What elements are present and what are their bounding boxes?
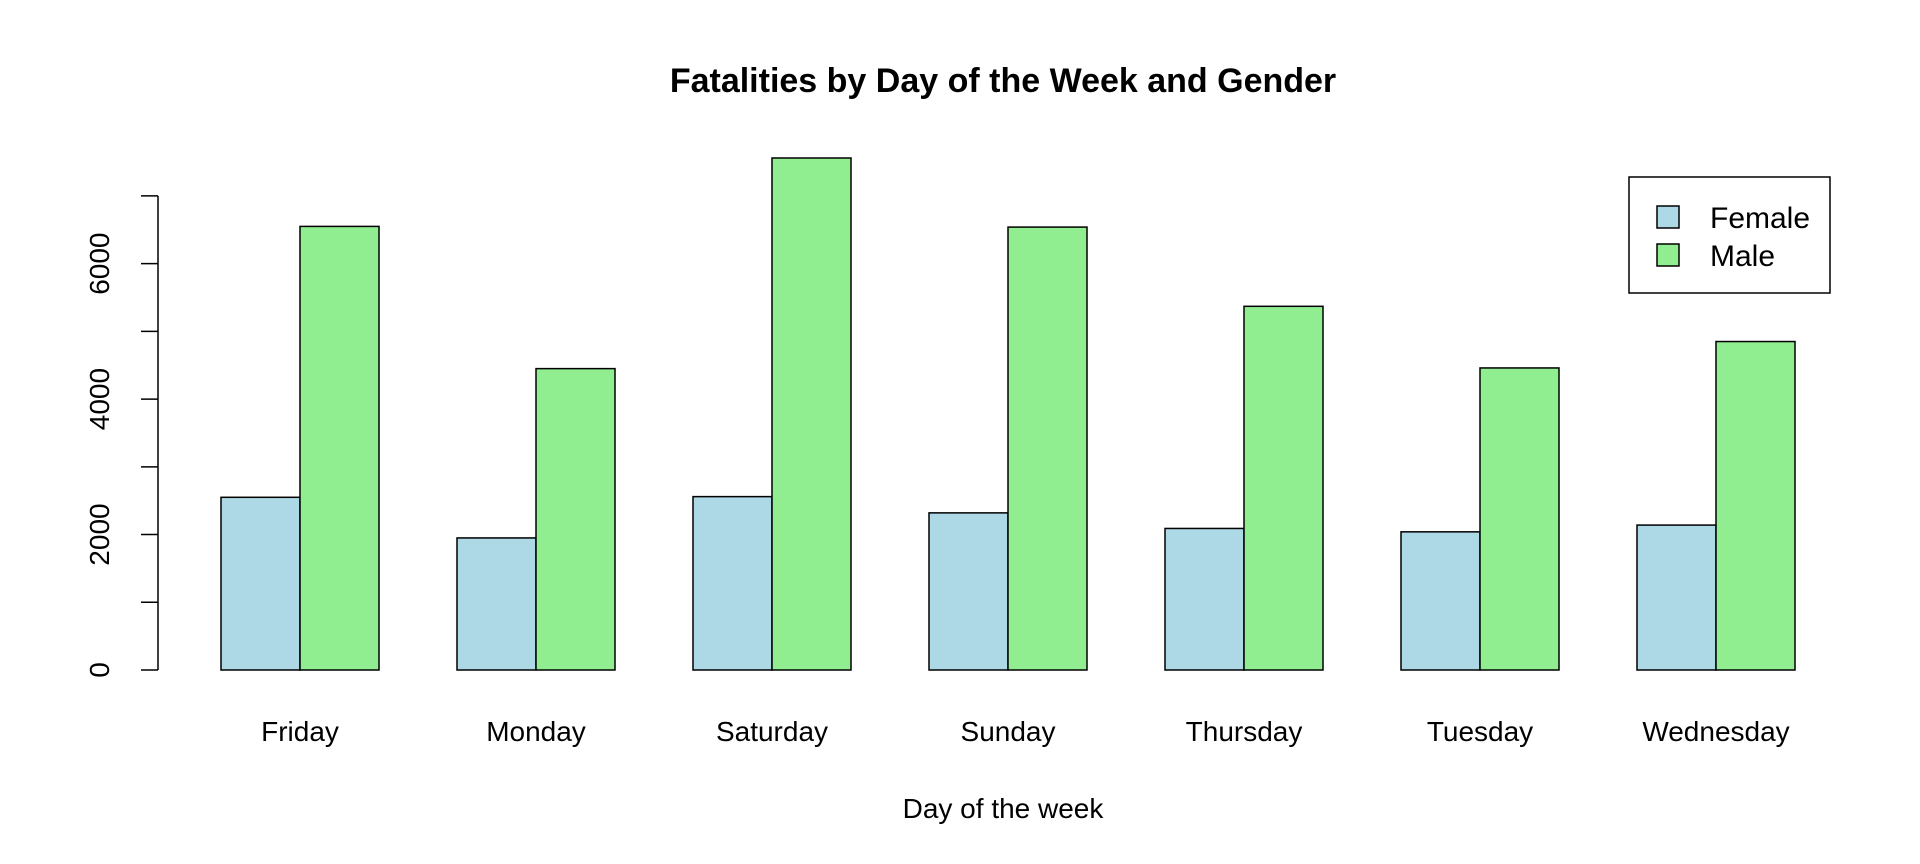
y-tick-label: 2000 (84, 503, 115, 565)
bar-male-wednesday (1715, 340, 1796, 671)
bar-male-monday (535, 367, 616, 671)
bar-female-wednesday (1636, 524, 1717, 671)
y-tick-label: 4000 (84, 368, 115, 430)
bar-female-sunday (928, 512, 1009, 671)
chart-title: Fatalities by Day of the Week and Gender (670, 62, 1336, 100)
legend: Female Male (1628, 176, 1831, 294)
legend-swatch-male (1656, 243, 1680, 267)
y-axis: 0 2000 4000 6000 (84, 195, 159, 678)
x-tick-label: Sunday (961, 716, 1056, 747)
x-tick-label: Wednesday (1642, 716, 1789, 747)
x-axis-label: Day of the week (903, 793, 1105, 824)
legend-swatch-female (1656, 205, 1680, 229)
bar-female-monday (456, 537, 537, 671)
bar-female-thursday (1164, 527, 1245, 671)
bar-male-sunday (1007, 226, 1088, 671)
bar-male-thursday (1243, 305, 1324, 671)
bar-female-friday (220, 496, 301, 671)
y-tick-label: 0 (84, 662, 115, 678)
x-tick-labels: Friday Monday Saturday Sunday Thursday Tuesda… (261, 716, 1790, 747)
legend-label-male: Male (1710, 240, 1775, 273)
x-tick-label: Monday (486, 716, 586, 747)
bar-male-tuesday (1479, 367, 1560, 671)
x-tick-label: Saturday (716, 716, 828, 747)
bar-female-saturday (692, 495, 773, 671)
legend-label-female: Female (1710, 202, 1810, 235)
x-tick-label: Thursday (1186, 716, 1303, 747)
bars (220, 157, 1796, 671)
bar-male-friday (299, 225, 380, 671)
bar-female-tuesday (1400, 531, 1481, 671)
y-tick-label: 6000 (84, 233, 115, 295)
legend-box (1628, 176, 1831, 294)
bar-male-saturday (771, 157, 852, 671)
x-tick-label: Friday (261, 716, 339, 747)
x-tick-label: Tuesday (1427, 716, 1533, 747)
